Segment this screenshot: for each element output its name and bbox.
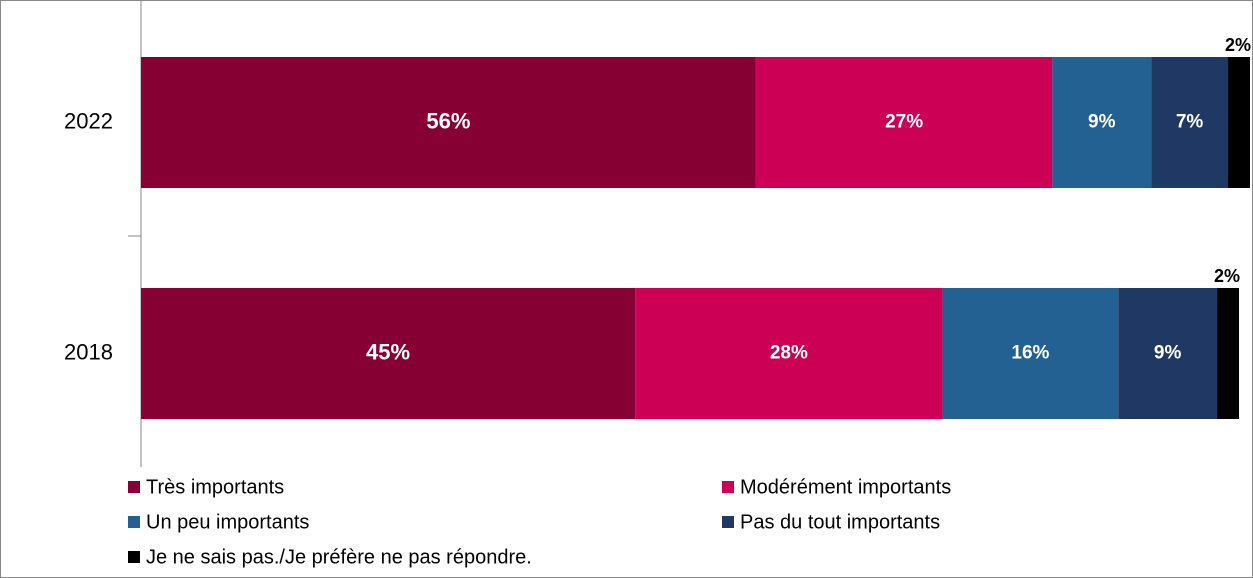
y-tick-label: 2022 [64, 108, 113, 133]
legend-label: Je ne sais pas./Je préfère ne pas répond… [146, 546, 532, 568]
legend-swatch [128, 481, 140, 493]
legend-swatch [128, 551, 140, 563]
bar-segment [1118, 288, 1218, 419]
data-label: 16% [1011, 343, 1049, 364]
data-label: 28% [770, 343, 808, 364]
bar-segment [1228, 57, 1250, 188]
legend-swatch [128, 516, 140, 528]
data-label: 45% [366, 339, 410, 364]
legend-label: Un peu importants [146, 511, 309, 533]
data-label: 2% [1214, 266, 1240, 286]
data-label: 9% [1088, 112, 1116, 133]
bar-segment [1151, 57, 1229, 188]
bar-segment [141, 57, 756, 188]
data-label: 27% [885, 112, 923, 133]
data-label: 2% [1225, 35, 1251, 55]
legend-label: Très importants [146, 476, 284, 498]
bar-segment [635, 288, 943, 419]
legend-swatch [722, 481, 734, 493]
bar-segment [755, 57, 1053, 188]
data-label: 56% [426, 108, 470, 133]
legend-label: Modérément importants [740, 476, 951, 498]
legend-swatch [722, 516, 734, 528]
bar-segment [1217, 288, 1240, 419]
data-label: 9% [1154, 343, 1182, 364]
bar-segment [942, 288, 1119, 419]
bar-segment [141, 288, 636, 419]
data-label: 7% [1176, 112, 1204, 133]
legend-label: Pas du tout importants [740, 511, 940, 533]
y-tick-label: 2018 [64, 339, 113, 364]
bar-segment [1052, 57, 1152, 188]
